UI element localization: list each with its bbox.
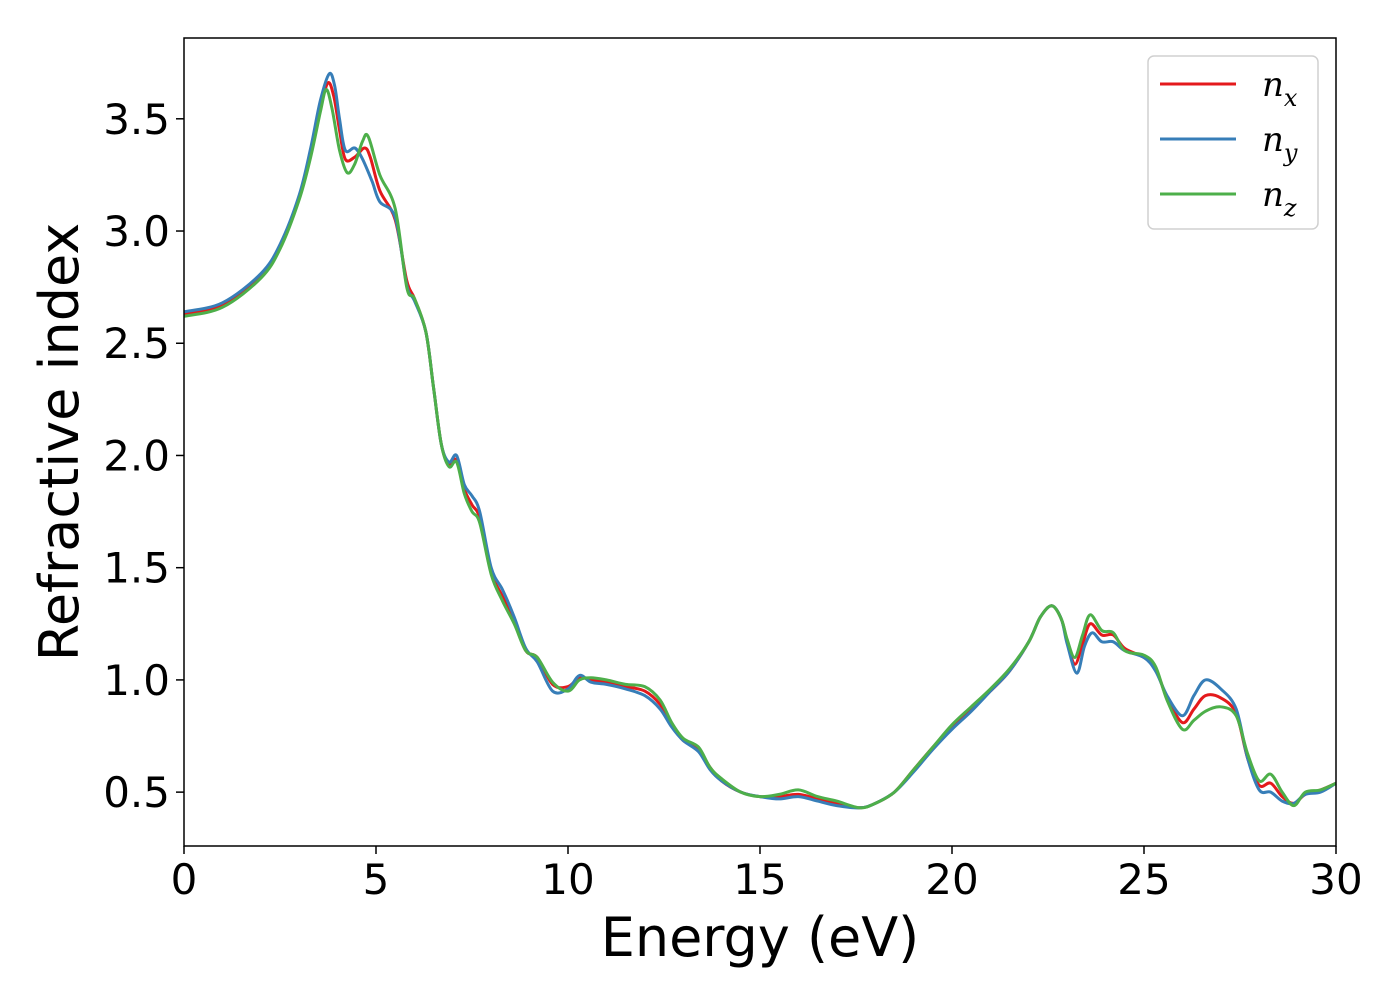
legend-label-nx: nx [1262, 65, 1298, 112]
legend-label-base: n [1262, 65, 1284, 105]
series-line-nz [183, 88, 1337, 810]
legend-label-ny: ny [1262, 120, 1298, 167]
x-tick-label: 20 [925, 855, 978, 904]
y-axis-title: Refractive index [28, 223, 91, 662]
x-axis-title: Energy (eV) [601, 906, 920, 969]
legend-label-subscript: z [1283, 194, 1297, 222]
y-tick-label: 1.5 [103, 544, 170, 593]
series-line-ny [183, 71, 1337, 810]
legend-label-nz: nz [1262, 175, 1297, 222]
x-axis: 0 5 10 15 20 25 30 [171, 846, 1363, 904]
y-tick-label: 2.5 [103, 319, 170, 368]
y-axis: 0.5 1.0 1.5 2.0 2.5 3.0 3.5 [103, 95, 184, 817]
legend-label-subscript: y [1283, 139, 1298, 167]
y-tick-label: 0.5 [103, 768, 170, 817]
y-tick-label: 3.5 [103, 95, 170, 144]
x-tick-label: 10 [541, 855, 594, 904]
x-tick-label: 5 [363, 855, 390, 904]
x-tick-label: 0 [171, 855, 198, 904]
legend-label-base: n [1262, 175, 1284, 215]
legend-label-subscript: x [1284, 84, 1298, 112]
y-tick-label: 1.0 [103, 656, 170, 705]
y-tick-label: 2.0 [103, 431, 170, 480]
plot-lines [183, 71, 1337, 810]
x-tick-label: 15 [733, 855, 786, 904]
legend-label-base: n [1262, 120, 1284, 160]
x-tick-label: 25 [1117, 855, 1170, 904]
y-tick-label: 3.0 [103, 207, 170, 256]
legend-box [1147, 55, 1319, 230]
x-tick-label: 30 [1309, 855, 1362, 904]
